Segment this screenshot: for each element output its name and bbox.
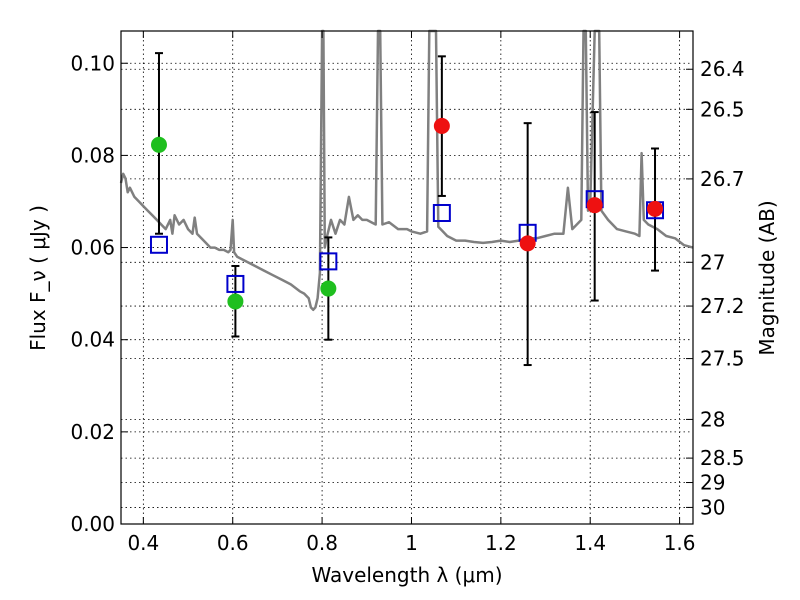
x-axis: 0.4 0.6 0.8 1 1.2 1.4 1.6 — [127, 31, 696, 555]
x-tick-label: 1.6 — [664, 531, 696, 555]
magnitude-tick-label: 26.4 — [700, 57, 745, 81]
y-axis-title: Flux F_ν ( μJy ) — [26, 205, 50, 351]
y-tick-label: 0.10 — [70, 51, 115, 75]
x-tick-label: 1 — [405, 531, 418, 555]
y-tick-label: 0.02 — [70, 420, 115, 444]
y-axis-left: 0.00 0.02 0.04 0.06 0.08 0.10 — [70, 51, 128, 536]
observed-flux-point — [227, 293, 244, 310]
magnitude-tick-label: 27 — [700, 250, 725, 274]
y-tick-label: 0.00 — [70, 512, 115, 536]
magnitude-tick-label: 30 — [700, 495, 725, 519]
magnitude-tick-label: 26.5 — [700, 97, 745, 121]
grid — [121, 31, 693, 525]
x-axis-title: Wavelength λ (μm) — [311, 563, 502, 587]
x-tick-label: 0.4 — [127, 531, 159, 555]
y-axis-right-title: Magnitude (AB) — [755, 200, 779, 355]
model-spectrum-line — [119, 29, 694, 312]
x-tick-label: 1.4 — [574, 531, 606, 555]
plot-frame — [120, 30, 694, 525]
x-tick-label: 0.6 — [217, 531, 249, 555]
model-flux-square — [432, 203, 451, 222]
magnitude-tick-label: 27.2 — [700, 294, 745, 318]
observed-flux-point — [519, 235, 536, 252]
observed-flux-point — [647, 200, 664, 217]
observed-flux-point — [150, 136, 167, 153]
model-flux-square — [149, 235, 168, 254]
y-tick-label: 0.04 — [70, 328, 115, 352]
y-tick-label: 0.08 — [70, 143, 115, 167]
observed-flux-point — [433, 117, 450, 134]
x-tick-label: 0.8 — [306, 531, 338, 555]
magnitude-tick-label: 26.7 — [700, 167, 745, 191]
observed-flux-point — [320, 280, 337, 297]
model-flux-square — [226, 274, 245, 293]
model-flux-square — [319, 252, 338, 271]
magnitude-tick-label: 29 — [700, 471, 725, 495]
magnitude-tick-label: 28 — [700, 407, 725, 431]
y-tick-label: 0.06 — [70, 236, 115, 260]
magnitude-tick-label: 27.5 — [700, 347, 745, 371]
x-tick-label: 1.2 — [485, 531, 517, 555]
magnitude-tick-label: 28.5 — [700, 446, 745, 470]
marker-layer — [149, 117, 665, 310]
observed-flux-point — [586, 197, 603, 214]
spectrum-layer — [119, 29, 694, 312]
